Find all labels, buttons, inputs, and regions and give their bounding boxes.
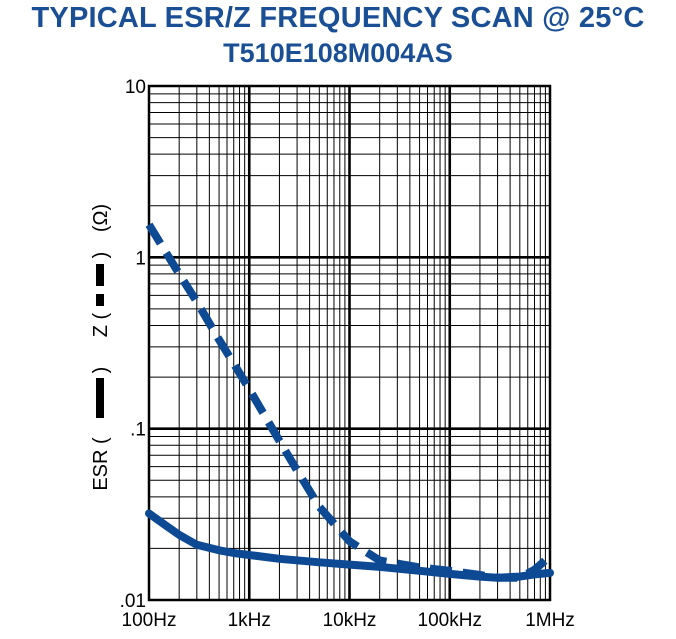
y-tick-label: .01 bbox=[120, 591, 146, 612]
y-tick-label: 1 bbox=[135, 248, 146, 269]
ylabel-z-close: ) bbox=[90, 252, 112, 259]
x-tick-label: 1kHz bbox=[228, 610, 271, 631]
legend-dash-swatch-1 bbox=[96, 294, 104, 306]
legend-solid-swatch bbox=[96, 378, 104, 418]
ylabel-esr-close: ) bbox=[90, 367, 112, 374]
x-tick-label: 10kHz bbox=[323, 610, 377, 631]
z-impedance-line bbox=[145, 222, 553, 582]
x-tick-label: 100Hz bbox=[122, 610, 177, 631]
ylabel-esr-text: ESR ( bbox=[90, 437, 112, 491]
x-tick-label: 1MHz bbox=[525, 610, 575, 631]
plot-frame bbox=[147, 84, 552, 602]
y-tick-label: 10 bbox=[125, 77, 146, 98]
x-tick-label: 100kHz bbox=[418, 610, 482, 631]
chart-title: TYPICAL ESR/Z FREQUENCY SCAN @ 25°C bbox=[31, 2, 645, 34]
chart-subtitle: T510E108M004AS bbox=[223, 38, 453, 68]
ylabel-z-text: Z ( bbox=[90, 312, 112, 337]
ylabel-unit: (Ω) bbox=[90, 204, 112, 232]
y-tick-label: .1 bbox=[130, 420, 146, 441]
legend-dash-swatch-2 bbox=[96, 264, 104, 286]
y-axis-label: ESR ( ) Z ( ) (Ω) bbox=[90, 204, 112, 491]
